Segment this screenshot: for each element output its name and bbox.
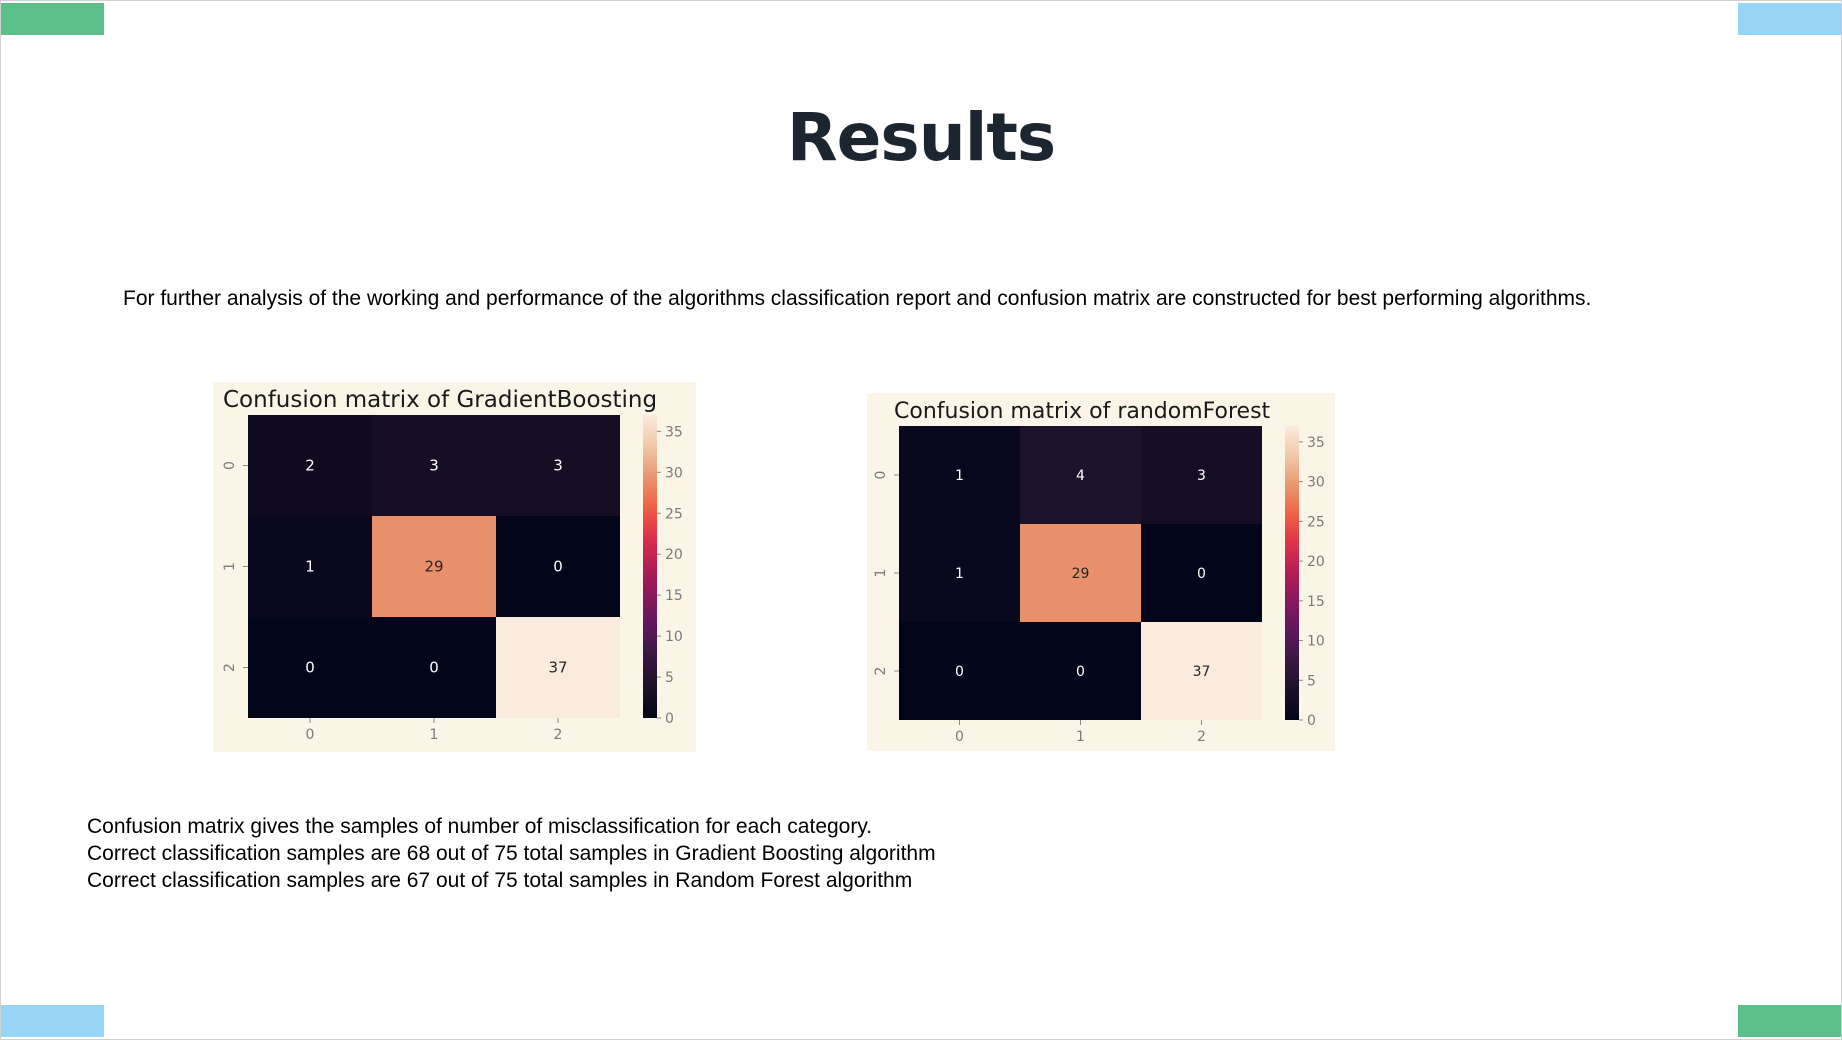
corner-accent-bottom-right xyxy=(1738,1005,1841,1037)
heatmap-cell xyxy=(1141,426,1262,524)
colorbar-tick-label: 30 xyxy=(665,465,683,481)
heatmap-cell xyxy=(1141,622,1262,720)
note-line: Correct classification samples are 68 ou… xyxy=(87,842,936,865)
colorbar-tick-label: 35 xyxy=(665,424,683,440)
colorbar-tick-label: 25 xyxy=(665,506,683,522)
heatmap-cell xyxy=(899,426,1020,524)
cell-value-label: 0 xyxy=(1076,664,1085,680)
colorbar-tick-label: 0 xyxy=(665,711,674,727)
colorbar-tick-label: 0 xyxy=(1307,713,1316,729)
heatmap-cell xyxy=(248,415,372,516)
x-tick-label: 0 xyxy=(306,727,315,743)
cell-value-label: 3 xyxy=(553,457,563,475)
x-tick-label: 1 xyxy=(1076,729,1085,745)
corner-accent-top-right xyxy=(1738,3,1841,35)
y-tick-label: 0 xyxy=(222,461,238,470)
heatmap-cell xyxy=(372,516,496,617)
heatmap-cell xyxy=(372,617,496,718)
confusion-matrix-random-forest: Confusion matrix of randomForest 1 4 3 1 29 0 0… xyxy=(867,393,1335,751)
colorbar-tick-label: 5 xyxy=(665,670,674,686)
note-line: Correct classification samples are 67 ou… xyxy=(87,869,913,892)
heatmap-chart-gradient-boosting: Confusion matrix of GradientBoosting 2 3 3 1… xyxy=(222,387,683,743)
intro-text: For further analysis of the working and … xyxy=(123,287,1592,310)
heatmap-cell xyxy=(372,415,496,516)
x-tick-label: 2 xyxy=(554,727,563,743)
colorbar-tick-label: 15 xyxy=(665,588,683,604)
y-tick-label: 2 xyxy=(873,667,889,676)
chart-title: Confusion matrix of GradientBoosting xyxy=(223,387,657,413)
cell-value-label: 2 xyxy=(305,457,315,475)
heatmap-cell xyxy=(1020,426,1141,524)
corner-accent-top-left xyxy=(1,3,104,35)
cell-value-label: 0 xyxy=(1197,566,1206,582)
colorbar-tick-label: 15 xyxy=(1307,594,1325,610)
cell-value-label: 0 xyxy=(955,664,964,680)
colorbar xyxy=(1285,426,1299,720)
cell-value-label: 3 xyxy=(429,457,439,475)
colorbar-tick-label: 10 xyxy=(665,629,683,645)
cell-value-label: 37 xyxy=(1193,664,1211,680)
x-tick-label: 0 xyxy=(955,729,964,745)
heatmap-cell xyxy=(248,617,372,718)
colorbar-tick-label: 35 xyxy=(1307,435,1325,451)
heatmap-cell xyxy=(1141,524,1262,622)
cell-value-label: 0 xyxy=(553,558,563,576)
y-tick-label: 1 xyxy=(873,569,889,578)
corner-accent-bottom-left xyxy=(1,1005,104,1037)
colorbar xyxy=(643,415,657,718)
heatmap-cell xyxy=(899,622,1020,720)
heatmap-cell xyxy=(496,617,620,718)
cell-value-label: 0 xyxy=(429,659,439,677)
cell-value-label: 1 xyxy=(955,468,964,484)
heatmap-cell xyxy=(1020,524,1141,622)
colorbar-tick-label: 25 xyxy=(1307,514,1325,530)
y-tick-label: 1 xyxy=(222,562,238,571)
note-line: Confusion matrix gives the samples of nu… xyxy=(87,815,873,838)
y-tick-label: 2 xyxy=(222,663,238,672)
cell-value-label: 1 xyxy=(305,558,315,576)
confusion-matrix-gradient-boosting: Confusion matrix of GradientBoosting 2 3 3 1… xyxy=(213,382,696,752)
x-tick-label: 1 xyxy=(430,727,439,743)
chart-title: Confusion matrix of randomForest xyxy=(894,399,1271,424)
colorbar-tick-label: 5 xyxy=(1307,673,1316,689)
cell-value-label: 29 xyxy=(424,558,443,576)
cell-value-label: 1 xyxy=(955,566,964,582)
heatmap-cell xyxy=(496,415,620,516)
colorbar-tick-label: 20 xyxy=(1307,554,1325,570)
cell-value-label: 29 xyxy=(1072,566,1090,582)
notes-block: Confusion matrix gives the samples of nu… xyxy=(87,813,936,894)
cell-value-label: 3 xyxy=(1197,468,1206,484)
cell-value-label: 4 xyxy=(1076,468,1085,484)
y-tick-label: 0 xyxy=(873,471,889,480)
colorbar-tick-label: 10 xyxy=(1307,634,1325,650)
x-tick-label: 2 xyxy=(1197,729,1206,745)
cell-value-label: 0 xyxy=(305,659,315,677)
colorbar-tick-label: 20 xyxy=(665,547,683,563)
heatmap-cell xyxy=(496,516,620,617)
heatmap-cell xyxy=(248,516,372,617)
cell-value-label: 37 xyxy=(548,659,567,677)
colorbar-tick-label: 30 xyxy=(1307,475,1325,491)
heatmap-cell xyxy=(1020,622,1141,720)
heatmap-cell xyxy=(899,524,1020,622)
slide-title: Results xyxy=(786,99,1056,176)
heatmap-chart-random-forest: Confusion matrix of randomForest 1 4 3 1 29 0 0… xyxy=(873,399,1325,745)
